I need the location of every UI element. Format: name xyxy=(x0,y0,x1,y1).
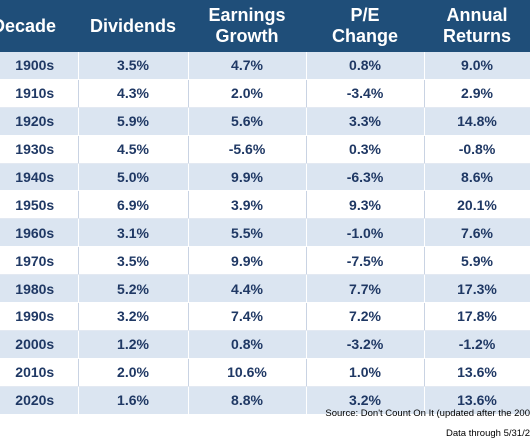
cell-dividends: 4.5% xyxy=(78,135,189,164)
table-body: 1900s 3.5% 4.7% 0.8% 9.0% 1910s 4.3% 2.0% -3.4% 2… xyxy=(0,52,530,415)
header-dividends-label: Dividends xyxy=(89,15,177,36)
header-pe-line2: Change xyxy=(331,26,398,46)
cell-decade: 1930s xyxy=(0,135,79,164)
cell-decade: 1910s xyxy=(0,79,79,108)
table-header: Decade Dividends Earnings Growth P/E Cha… xyxy=(0,0,530,52)
source-note: Source: Don't Count On It (updated after… xyxy=(325,408,530,419)
cell-annual-returns: 17.8% xyxy=(424,302,530,331)
cell-annual-returns: 13.6% xyxy=(424,386,530,415)
header-row: Decade Dividends Earnings Growth P/E Cha… xyxy=(0,0,530,52)
cell-dividends: 2.0% xyxy=(78,358,189,387)
data-through-note: Data through 5/31/2 xyxy=(446,428,530,439)
header-pe-change: P/E Change xyxy=(306,0,424,52)
table-row: 1910s 4.3% 2.0% -3.4% 2.9% xyxy=(0,79,530,108)
cell-dividends: 1.2% xyxy=(78,330,189,359)
cell-dividends: 3.5% xyxy=(78,52,189,80)
cell-earnings-growth: 10.6% xyxy=(188,358,307,387)
cell-decade: 2020s xyxy=(0,386,79,415)
cell-dividends: 5.9% xyxy=(78,107,189,136)
cell-earnings-growth: 7.4% xyxy=(188,302,307,331)
cell-annual-returns: 14.8% xyxy=(424,107,530,136)
cell-annual-returns: 13.6% xyxy=(424,358,530,387)
cell-earnings-growth: 5.5% xyxy=(188,218,307,248)
table-row: 1990s 3.2% 7.4% 7.2% 17.8% xyxy=(0,302,530,331)
cell-pe-change: 9.3% xyxy=(306,190,425,220)
cell-earnings-growth: 4.4% xyxy=(188,274,307,304)
table-row: 1980s 5.2% 4.4% 7.7% 17.3% xyxy=(0,274,530,304)
cell-dividends: 3.2% xyxy=(78,302,189,331)
returns-table: Decade Dividends Earnings Growth P/E Cha… xyxy=(0,0,530,415)
cell-dividends: 3.1% xyxy=(78,218,189,248)
cell-pe-change: 0.3% xyxy=(306,135,425,164)
table-row: 1960s 3.1% 5.5% -1.0% 7.6% xyxy=(0,218,530,248)
cell-decade: 1920s xyxy=(0,107,79,136)
cell-pe-change: 1.0% xyxy=(306,358,425,387)
cell-pe-change: -7.5% xyxy=(306,246,425,276)
header-annual-returns: Annual Returns xyxy=(424,0,530,52)
header-earnings-line1: Earnings xyxy=(208,5,286,25)
cell-annual-returns: 17.3% xyxy=(424,274,530,304)
cell-pe-change: 7.2% xyxy=(306,302,425,331)
cell-earnings-growth: 5.6% xyxy=(188,107,307,136)
cell-dividends: 5.2% xyxy=(78,274,189,304)
cell-decade: 1940s xyxy=(0,163,79,192)
cell-dividends: 3.5% xyxy=(78,246,189,276)
header-pe-line1: P/E xyxy=(350,5,380,25)
cell-annual-returns: 8.6% xyxy=(424,163,530,192)
cell-pe-change: -1.0% xyxy=(306,218,425,248)
cell-pe-change: 0.8% xyxy=(306,52,425,80)
table-row: 2000s 1.2% 0.8% -3.2% -1.2% xyxy=(0,330,530,359)
table-row: 1930s 4.5% -5.6% 0.3% -0.8% xyxy=(0,135,530,164)
cell-annual-returns: 2.9% xyxy=(424,79,530,108)
cell-decade: 1960s xyxy=(0,218,79,248)
cell-earnings-growth: 0.8% xyxy=(188,330,307,359)
cell-earnings-growth: 9.9% xyxy=(188,246,307,276)
header-decade: Decade xyxy=(0,0,78,52)
cell-decade: 1900s xyxy=(0,52,79,80)
cell-pe-change: 3.3% xyxy=(306,107,425,136)
cell-annual-returns: 9.0% xyxy=(424,52,530,80)
cell-dividends: 6.9% xyxy=(78,190,189,220)
cell-decade: 1990s xyxy=(0,302,79,331)
cell-annual-returns: 5.9% xyxy=(424,246,530,276)
table-row: 2020s 1.6% 8.8% 3.2% 13.6% xyxy=(0,386,530,415)
cell-dividends: 1.6% xyxy=(78,386,189,415)
cell-pe-change: 7.7% xyxy=(306,274,425,304)
cell-earnings-growth: -5.6% xyxy=(188,135,307,164)
cell-pe-change: -3.2% xyxy=(306,330,425,359)
cell-earnings-growth: 9.9% xyxy=(188,163,307,192)
table-row: 2010s 2.0% 10.6% 1.0% 13.6% xyxy=(0,358,530,387)
cell-decade: 1970s xyxy=(0,246,79,276)
cell-earnings-growth: 4.7% xyxy=(188,52,307,80)
table-row: 1920s 5.9% 5.6% 3.3% 14.8% xyxy=(0,107,530,136)
cell-decade: 1980s xyxy=(0,274,79,304)
cell-decade: 2010s xyxy=(0,358,79,387)
cell-pe-change: -6.3% xyxy=(306,163,425,192)
cell-annual-returns: 20.1% xyxy=(424,190,530,220)
cell-annual-returns: -0.8% xyxy=(424,135,530,164)
table-row: 1970s 3.5% 9.9% -7.5% 5.9% xyxy=(0,246,530,276)
cell-earnings-growth: 2.0% xyxy=(188,79,307,108)
cell-dividends: 4.3% xyxy=(78,79,189,108)
header-decade-label: Decade xyxy=(0,15,57,36)
cell-earnings-growth: 3.9% xyxy=(188,190,307,220)
cell-dividends: 5.0% xyxy=(78,163,189,192)
header-returns-line1: Annual xyxy=(446,5,508,25)
table-row: 1950s 6.9% 3.9% 9.3% 20.1% xyxy=(0,190,530,220)
cell-annual-returns: -1.2% xyxy=(424,330,530,359)
cell-earnings-growth: 8.8% xyxy=(188,386,307,415)
cell-decade: 2000s xyxy=(0,330,79,359)
table-row: 1900s 3.5% 4.7% 0.8% 9.0% xyxy=(0,52,530,80)
cell-pe-change: -3.4% xyxy=(306,79,425,108)
header-earnings-growth: Earnings Growth xyxy=(188,0,306,52)
cell-pe-change: 3.2% xyxy=(306,386,425,415)
cell-annual-returns: 7.6% xyxy=(424,218,530,248)
cell-decade: 1950s xyxy=(0,190,79,220)
table-row: 1940s 5.0% 9.9% -6.3% 8.6% xyxy=(0,163,530,192)
header-returns-line2: Returns xyxy=(442,26,511,46)
header-earnings-line2: Growth xyxy=(215,26,279,46)
header-dividends: Dividends xyxy=(78,0,188,52)
